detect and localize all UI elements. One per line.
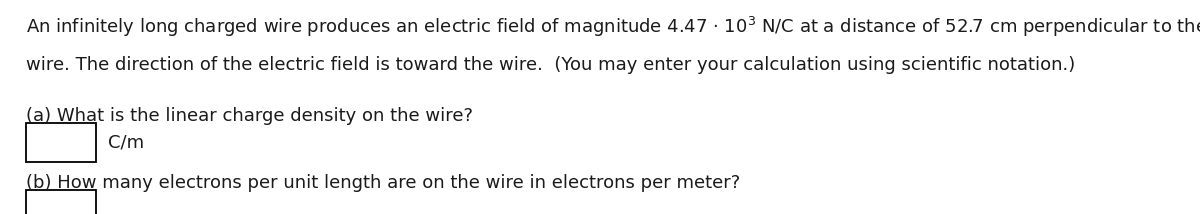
FancyBboxPatch shape xyxy=(26,123,96,162)
FancyBboxPatch shape xyxy=(26,190,96,214)
Text: wire. The direction of the electric field is toward the wire.  (You may enter yo: wire. The direction of the electric fiel… xyxy=(26,56,1075,74)
Text: C/m: C/m xyxy=(108,133,144,151)
Text: An infinitely long charged wire produces an electric field of magnitude 4.47 $\c: An infinitely long charged wire produces… xyxy=(26,15,1200,39)
Text: (b) How many electrons per unit length are on the wire in electrons per meter?: (b) How many electrons per unit length a… xyxy=(26,174,740,192)
Text: (a) What is the linear charge density on the wire?: (a) What is the linear charge density on… xyxy=(26,107,473,125)
